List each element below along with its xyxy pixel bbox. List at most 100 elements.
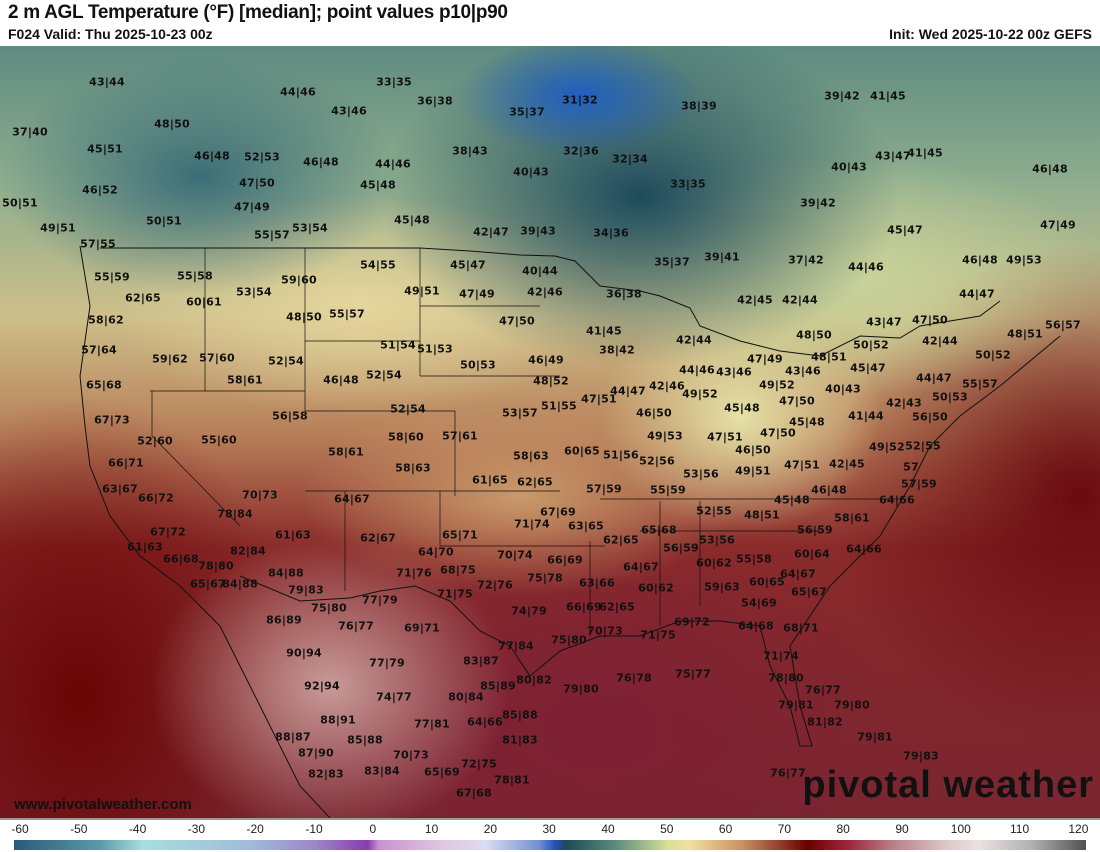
west-coast: [79, 245, 331, 818]
point-value: 87|90: [298, 746, 334, 760]
point-value: 55|57: [329, 307, 365, 321]
point-value: 45|48: [360, 178, 396, 192]
point-value: 77|79: [362, 593, 398, 607]
legend-tick-label: 60: [718, 822, 733, 836]
point-value: 51|55: [541, 399, 577, 413]
point-value: 55|59: [94, 270, 130, 284]
point-value: 43|46: [785, 364, 821, 378]
point-value: 47|49: [1040, 218, 1076, 232]
point-value: 70|73: [587, 624, 623, 638]
legend-color-ramp: [14, 840, 1086, 850]
point-value: 65|67: [791, 585, 827, 599]
point-value: 51|56: [603, 448, 639, 462]
point-value: 47|49: [234, 200, 270, 214]
point-value: 76|78: [616, 671, 652, 685]
point-value: 58|63: [395, 461, 431, 475]
point-value: 42|47: [473, 225, 509, 239]
point-value: 80|84: [448, 690, 484, 704]
point-value: 55|60: [201, 433, 237, 447]
point-value: 36|38: [417, 94, 453, 108]
point-value: 40|44: [522, 264, 558, 278]
point-value: 42|44: [782, 293, 818, 307]
point-value: 33|35: [670, 177, 706, 191]
point-value: 49|52: [759, 378, 795, 392]
init-time: Init: Wed 2025-10-22 00z GEFS: [889, 26, 1092, 42]
point-value: 78|80: [198, 559, 234, 573]
legend-tick-label: -20: [246, 822, 264, 836]
point-value: 47|50: [499, 314, 535, 328]
point-value: 41|44: [848, 409, 884, 423]
legend-tick-label: -60: [11, 822, 29, 836]
point-value: 69|72: [674, 615, 710, 629]
point-value: 55|58: [736, 552, 772, 566]
point-value: 66|69: [547, 553, 583, 567]
legend-tick-label: 80: [836, 822, 850, 836]
point-value: 71|76: [396, 566, 432, 580]
point-value: 66|69: [566, 600, 602, 614]
point-value: 46|48: [323, 373, 359, 387]
point-value: 47|50: [912, 313, 948, 327]
point-value: 57|60: [199, 351, 235, 365]
point-value: 70|73: [393, 748, 429, 762]
point-value: 52|54: [390, 402, 426, 416]
point-value: 43|47: [875, 149, 911, 163]
point-value: 54|69: [741, 596, 777, 610]
point-value: 58|60: [388, 430, 424, 444]
legend-tick-label: 50: [660, 822, 674, 836]
legend-tick-label: -50: [70, 822, 88, 836]
point-value: 49|52: [869, 440, 905, 454]
point-value: 46|49: [528, 353, 564, 367]
point-value: 54|55: [360, 258, 396, 272]
map-title: 2 m AGL Temperature (°F) [median]; point…: [8, 2, 508, 23]
point-value: 76|77: [805, 683, 841, 697]
point-value: 66|68: [163, 552, 199, 566]
point-value: 75|80: [551, 633, 587, 647]
point-value: 70|74: [497, 548, 533, 562]
point-value: 46|48: [811, 483, 847, 497]
point-value: 72|75: [461, 757, 497, 771]
point-value: 79|81: [857, 730, 893, 744]
point-value: 38|39: [681, 99, 717, 113]
point-value: 49|51: [735, 464, 771, 478]
point-value: 40|43: [513, 165, 549, 179]
point-value: 50|52: [975, 348, 1011, 362]
point-value: 32|36: [563, 144, 599, 158]
point-value: 53|56: [683, 467, 719, 481]
point-value: 75|78: [527, 571, 563, 585]
point-value: 65|68: [86, 378, 122, 392]
point-value: 83|87: [463, 654, 499, 668]
point-value: 76|77: [770, 766, 806, 780]
point-value: 55|57: [962, 377, 998, 391]
point-value: 64|68: [738, 619, 774, 633]
point-value: 60|64: [794, 547, 830, 561]
point-value: 39|42: [824, 89, 860, 103]
point-value: 67|73: [94, 413, 130, 427]
point-value: 60|62: [638, 581, 674, 595]
point-value: 60|65: [564, 444, 600, 458]
point-value: 46|52: [82, 183, 118, 197]
point-value: 64|66: [879, 493, 915, 507]
point-value: 75|77: [675, 667, 711, 681]
point-value: 47|50: [760, 426, 796, 440]
legend-tick-label: 40: [601, 822, 615, 836]
point-value: 67|69: [540, 505, 576, 519]
legend-tick-label: 120: [1068, 822, 1089, 836]
point-value: 85|88: [347, 733, 383, 747]
point-value: 52|55: [696, 504, 732, 518]
point-value: 78|81: [494, 773, 530, 787]
point-value: 53|56: [699, 533, 735, 547]
point-value: 66|71: [108, 456, 144, 470]
point-value: 49|53: [647, 429, 683, 443]
point-value: 44|47: [610, 384, 646, 398]
point-value: 48|50: [286, 310, 322, 324]
point-value: 42|45: [829, 457, 865, 471]
point-value: 60|61: [186, 295, 222, 309]
color-legend: -60 -50 -40 -30 -20 -10 0 10 20 30 40 50 60 70 80 90 100…: [0, 818, 1100, 852]
legend-tick-label: -30: [187, 822, 206, 836]
point-value: 92|94: [304, 679, 340, 693]
point-value: 81|83: [502, 733, 538, 747]
us-mexico-border: [239, 575, 531, 677]
point-value: 41|45: [870, 89, 906, 103]
point-value: 46|48: [962, 253, 998, 267]
point-value: 39|41: [704, 250, 740, 264]
